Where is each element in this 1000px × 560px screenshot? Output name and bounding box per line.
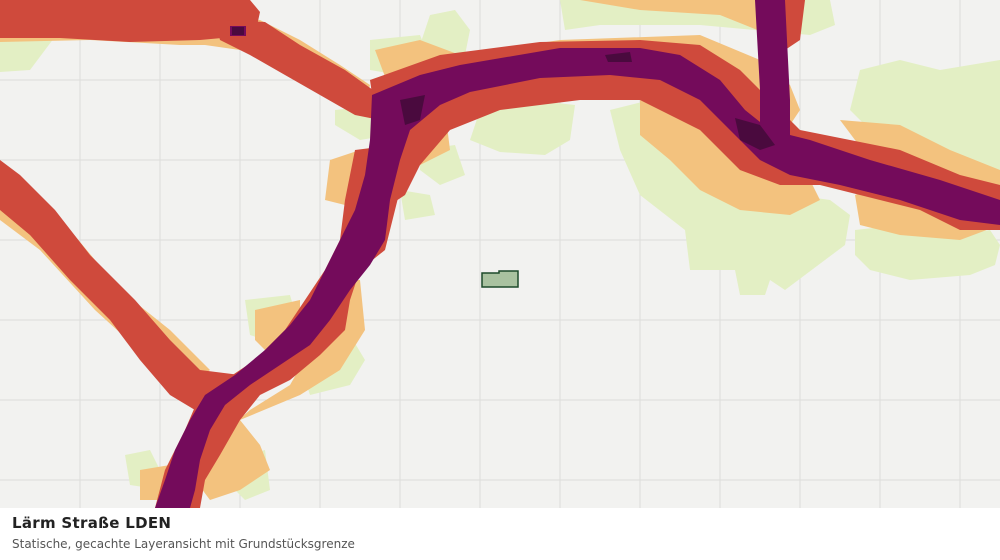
layer-caption: Lärm Straße LDEN Statische, gecachte Lay… — [0, 508, 1000, 560]
noise-band-5 — [232, 27, 775, 150]
parcel-boundary[interactable] — [481, 270, 519, 288]
layer-subtitle: Statische, gecachte Layeransicht mit Gru… — [12, 537, 355, 551]
map-view[interactable] — [0, 0, 1000, 508]
noise-map — [0, 0, 1000, 508]
layer-title: Lärm Straße LDEN — [12, 514, 172, 532]
